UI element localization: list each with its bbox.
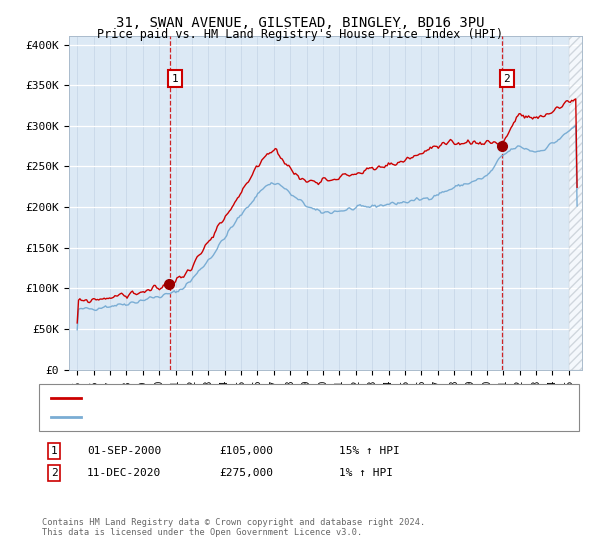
Text: £105,000: £105,000	[219, 446, 273, 456]
Text: 01-SEP-2000: 01-SEP-2000	[87, 446, 161, 456]
Text: 1% ↑ HPI: 1% ↑ HPI	[339, 468, 393, 478]
Text: 1: 1	[50, 446, 58, 456]
Text: 31, SWAN AVENUE, GILSTEAD, BINGLEY, BD16 3PU (detached house): 31, SWAN AVENUE, GILSTEAD, BINGLEY, BD16…	[87, 393, 453, 403]
Text: 11-DEC-2020: 11-DEC-2020	[87, 468, 161, 478]
Text: 2: 2	[50, 468, 58, 478]
Text: HPI: Average price, detached house, Bradford: HPI: Average price, detached house, Brad…	[87, 412, 351, 422]
Text: 15% ↑ HPI: 15% ↑ HPI	[339, 446, 400, 456]
Text: 1: 1	[172, 74, 178, 83]
Text: £275,000: £275,000	[219, 468, 273, 478]
Text: 2: 2	[503, 74, 511, 83]
Text: Contains HM Land Registry data © Crown copyright and database right 2024.
This d: Contains HM Land Registry data © Crown c…	[42, 518, 425, 538]
Text: Price paid vs. HM Land Registry's House Price Index (HPI): Price paid vs. HM Land Registry's House …	[97, 28, 503, 41]
Text: 31, SWAN AVENUE, GILSTEAD, BINGLEY, BD16 3PU: 31, SWAN AVENUE, GILSTEAD, BINGLEY, BD16…	[116, 16, 484, 30]
